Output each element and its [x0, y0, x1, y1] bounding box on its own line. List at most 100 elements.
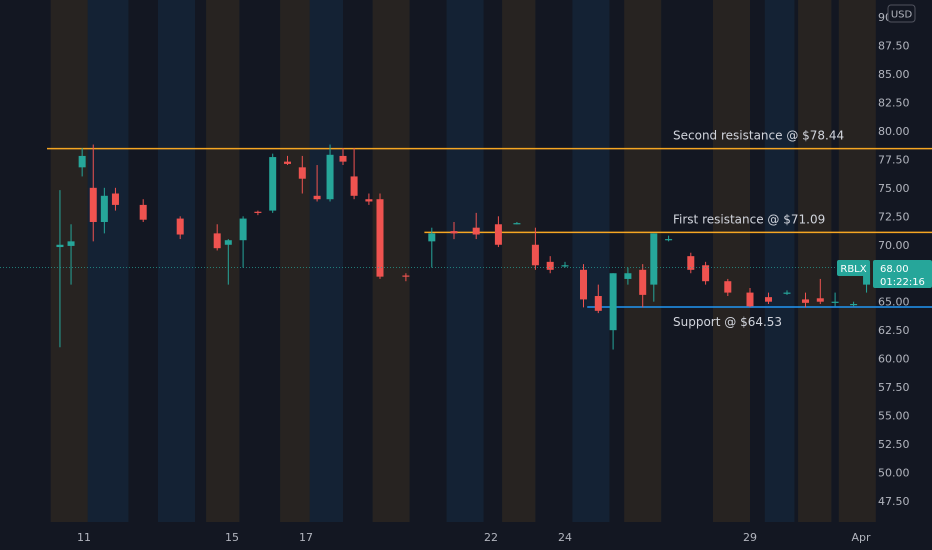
candle-body-18	[350, 176, 358, 196]
candle-body-31	[594, 296, 602, 311]
candle-body-10	[239, 218, 247, 241]
candle-body-25	[494, 224, 502, 245]
candle-body-47	[863, 267, 871, 285]
candle-body-27	[531, 244, 539, 266]
y-tick-17: 47.50	[878, 495, 910, 508]
candle-body-23	[450, 231, 458, 234]
session-band-8	[502, 0, 536, 522]
level-label-1: First resistance @ $71.09	[673, 212, 825, 226]
candle-body-9	[224, 240, 232, 245]
candle-body-15	[313, 195, 321, 200]
candle-body-41	[765, 297, 772, 302]
candle-body-38	[702, 265, 710, 282]
candle-body-46	[850, 303, 858, 306]
candle-body-21	[402, 275, 410, 277]
candle-body-2	[78, 155, 86, 168]
session-band-11	[713, 0, 750, 522]
session-band-3	[206, 0, 240, 522]
candle-body-19	[365, 199, 373, 202]
candle-body-39	[724, 281, 732, 293]
candle-body-4	[100, 195, 108, 222]
candle-body-32	[609, 273, 617, 331]
y-tick-4: 80.00	[878, 125, 910, 138]
candle-body-36	[665, 239, 673, 241]
symbol-label: RBLX	[840, 264, 866, 275]
session-band-7	[446, 0, 484, 522]
x-tick-6: Apr	[851, 531, 871, 544]
candle-body-11	[254, 211, 262, 213]
session-band-13	[798, 0, 832, 522]
candle-body-42	[783, 292, 791, 294]
candle-body-8	[213, 233, 221, 249]
currency-button[interactable]	[887, 4, 916, 23]
session-band-0	[50, 0, 88, 522]
candle-body-37	[687, 256, 695, 270]
level-label-2: Support @ $64.53	[673, 315, 782, 329]
candle-body-7	[176, 218, 184, 235]
y-tick-12: 60.00	[878, 353, 910, 366]
bar-countdown: 01:22:16	[880, 277, 925, 288]
candle-body-40	[746, 292, 754, 307]
level-lines: Second resistance @ $78.44 First resistan…	[47, 129, 932, 329]
candle-body-30	[580, 269, 587, 300]
candle-body-3	[89, 187, 97, 222]
candle-body-28	[546, 261, 554, 270]
y-tick-10: 65.00	[878, 296, 910, 309]
session-bands	[50, 0, 876, 522]
candle-body-17	[339, 155, 347, 162]
candle-body-24	[472, 227, 480, 235]
candle-body-29	[561, 265, 569, 267]
time-axis[interactable]: 111517222429Apr6812	[77, 531, 932, 544]
x-tick-5: 29	[743, 531, 757, 544]
session-band-9	[572, 0, 610, 522]
y-tick-6: 75.00	[878, 182, 910, 195]
candle-body-44	[816, 298, 824, 302]
y-tick-3: 82.50	[878, 96, 910, 109]
candle-body-14	[298, 167, 306, 179]
candle-body-35	[650, 233, 658, 285]
candle-body-33	[624, 273, 632, 279]
candle-body-20	[376, 199, 384, 277]
y-tick-16: 50.00	[878, 467, 910, 480]
session-band-2	[158, 0, 195, 522]
session-band-5	[309, 0, 343, 522]
session-band-4	[280, 0, 310, 522]
candle-body-5	[111, 193, 119, 205]
y-tick-7: 72.50	[878, 210, 910, 223]
candles	[56, 144, 871, 350]
x-tick-1: 15	[225, 531, 239, 544]
candle-body-45	[831, 301, 839, 303]
y-tick-5: 77.50	[878, 153, 910, 166]
x-tick-0: 11	[77, 531, 91, 544]
candle-body-26	[513, 223, 521, 225]
price-axis[interactable]: 90.0087.5085.0082.5080.0077.5075.0072.50…	[878, 11, 910, 508]
y-tick-13: 57.50	[878, 381, 910, 394]
candle-body-6	[139, 204, 147, 220]
candle-body-1	[67, 241, 75, 246]
y-tick-8: 70.00	[878, 239, 910, 252]
candle-body-12	[269, 157, 277, 211]
candle-body-34	[639, 269, 647, 295]
symbol-badge	[837, 260, 870, 276]
x-tick-2: 17	[299, 531, 313, 544]
session-band-12	[764, 0, 795, 522]
candle-body-22	[428, 233, 436, 242]
last-price-value: 68.00	[880, 264, 909, 275]
candle-body-43	[802, 299, 809, 303]
y-tick-2: 85.00	[878, 68, 910, 81]
x-tick-3: 22	[484, 531, 498, 544]
y-tick-15: 52.50	[878, 438, 910, 451]
y-tick-11: 62.50	[878, 324, 910, 337]
y-tick-14: 55.00	[878, 410, 910, 423]
session-band-1	[87, 0, 129, 522]
candle-body-0	[56, 244, 64, 248]
currency-label: USD	[891, 10, 913, 21]
level-label-0: Second resistance @ $78.44	[673, 129, 844, 143]
candle-body-13	[284, 161, 291, 164]
last-price-tag	[873, 260, 932, 288]
candle-body-16	[326, 154, 334, 200]
x-tick-4: 24	[558, 531, 572, 544]
y-tick-1: 87.50	[878, 39, 910, 52]
